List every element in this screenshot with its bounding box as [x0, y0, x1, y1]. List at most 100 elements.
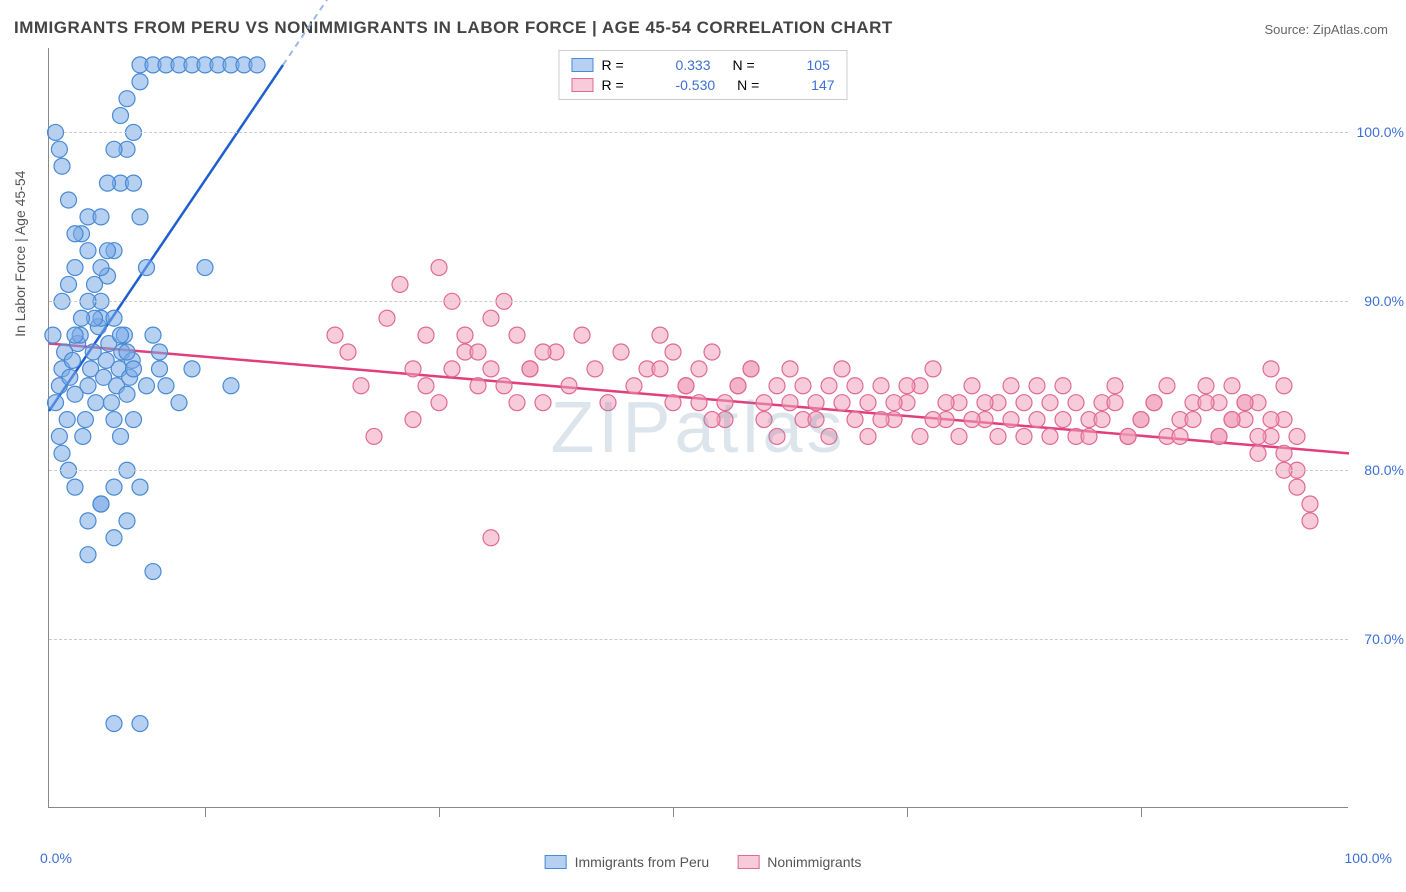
scatter-point-pink: [678, 378, 694, 394]
scatter-point-pink: [1198, 395, 1214, 411]
scatter-point-blue: [132, 209, 148, 225]
scatter-point-pink: [392, 276, 408, 292]
scatter-point-blue: [103, 395, 119, 411]
scatter-point-pink: [873, 412, 889, 428]
n-label: N =: [737, 77, 797, 93]
scatter-point-blue: [67, 226, 83, 242]
scatter-point-blue: [113, 428, 129, 444]
scatter-point-pink: [418, 378, 434, 394]
scatter-point-blue: [145, 564, 161, 580]
scatter-point-blue: [184, 361, 200, 377]
scatter-point-pink: [457, 327, 473, 343]
legend-label-blue: Immigrants from Peru: [575, 854, 710, 870]
scatter-point-blue: [106, 479, 122, 495]
scatter-point-pink: [925, 361, 941, 377]
scatter-point-blue: [64, 352, 80, 368]
scatter-point-pink: [470, 378, 486, 394]
scatter-point-pink: [561, 378, 577, 394]
scatter-point-blue: [80, 378, 96, 394]
scatter-point-blue: [80, 243, 96, 259]
scatter-point-pink: [1276, 378, 1292, 394]
legend-item-pink: Nonimmigrants: [737, 854, 861, 870]
scatter-point-pink: [1042, 395, 1058, 411]
scatter-point-pink: [821, 378, 837, 394]
scatter-point-pink: [353, 378, 369, 394]
x-axis-min-label: 0.0%: [40, 850, 72, 866]
legend-row-pink: R = -0.530 N = 147: [571, 75, 834, 95]
scatter-point-pink: [1094, 412, 1110, 428]
scatter-point-blue: [61, 276, 77, 292]
scatter-point-blue: [158, 378, 174, 394]
scatter-point-blue: [119, 344, 135, 360]
scatter-point-pink: [652, 327, 668, 343]
scatter-point-blue: [171, 395, 187, 411]
scatter-point-blue: [132, 479, 148, 495]
scatter-point-blue: [106, 310, 122, 326]
scatter-point-blue: [119, 386, 135, 402]
scatter-point-blue: [249, 57, 265, 73]
scatter-point-pink: [587, 361, 603, 377]
scatter-point-blue: [93, 209, 109, 225]
scatter-point-pink: [522, 361, 538, 377]
scatter-point-pink: [1289, 479, 1305, 495]
legend-label-pink: Nonimmigrants: [767, 854, 861, 870]
scatter-point-blue: [126, 361, 142, 377]
n-label: N =: [733, 57, 793, 73]
swatch-pink-icon: [737, 855, 759, 869]
scatter-point-pink: [1198, 378, 1214, 394]
scatter-point-blue: [67, 260, 83, 276]
scatter-point-blue: [80, 547, 96, 563]
scatter-point-pink: [509, 327, 525, 343]
scatter-point-pink: [483, 310, 499, 326]
gridline: [49, 639, 1348, 640]
scatter-point-pink: [1107, 395, 1123, 411]
scatter-point-pink: [756, 412, 772, 428]
gridline: [49, 470, 1348, 471]
scatter-point-pink: [899, 378, 915, 394]
scatter-point-pink: [1172, 428, 1188, 444]
scatter-point-pink: [1263, 361, 1279, 377]
scatter-point-pink: [873, 378, 889, 394]
scatter-point-pink: [1224, 378, 1240, 394]
scatter-point-pink: [1120, 428, 1136, 444]
scatter-point-pink: [535, 395, 551, 411]
scatter-point-pink: [509, 395, 525, 411]
scatter-point-blue: [67, 479, 83, 495]
scatter-point-pink: [1302, 513, 1318, 529]
source-attribution: Source: ZipAtlas.com: [1264, 22, 1388, 37]
scatter-point-blue: [45, 327, 61, 343]
scatter-point-blue: [51, 141, 67, 157]
scatter-point-blue: [77, 412, 93, 428]
scatter-point-pink: [1250, 445, 1266, 461]
scatter-point-blue: [67, 327, 83, 343]
scatter-point-pink: [483, 361, 499, 377]
scatter-point-pink: [1016, 428, 1032, 444]
scatter-point-pink: [1003, 412, 1019, 428]
scatter-point-pink: [834, 361, 850, 377]
r-label: R =: [601, 57, 661, 73]
scatter-point-blue: [132, 716, 148, 732]
scatter-point-pink: [431, 260, 447, 276]
scatter-point-pink: [704, 344, 720, 360]
plot-area: ZIPatlas 70.0%80.0%90.0%100.0%: [48, 48, 1348, 808]
scatter-point-pink: [782, 361, 798, 377]
scatter-point-pink: [366, 428, 382, 444]
y-tick-label: 100.0%: [1357, 124, 1404, 140]
scatter-point-pink: [626, 378, 642, 394]
scatter-point-blue: [48, 395, 64, 411]
scatter-point-pink: [496, 378, 512, 394]
scatter-point-pink: [405, 361, 421, 377]
scatter-point-pink: [769, 428, 785, 444]
scatter-point-pink: [1302, 496, 1318, 512]
scatter-point-pink: [951, 428, 967, 444]
scatter-point-pink: [470, 344, 486, 360]
scatter-point-pink: [1029, 378, 1045, 394]
scatter-point-pink: [756, 395, 772, 411]
scatter-point-pink: [990, 428, 1006, 444]
scatter-point-pink: [821, 428, 837, 444]
scatter-point-pink: [1185, 412, 1201, 428]
scatter-point-pink: [1250, 428, 1266, 444]
scatter-point-pink: [535, 344, 551, 360]
scatter-point-pink: [1237, 395, 1253, 411]
scatter-point-pink: [600, 395, 616, 411]
